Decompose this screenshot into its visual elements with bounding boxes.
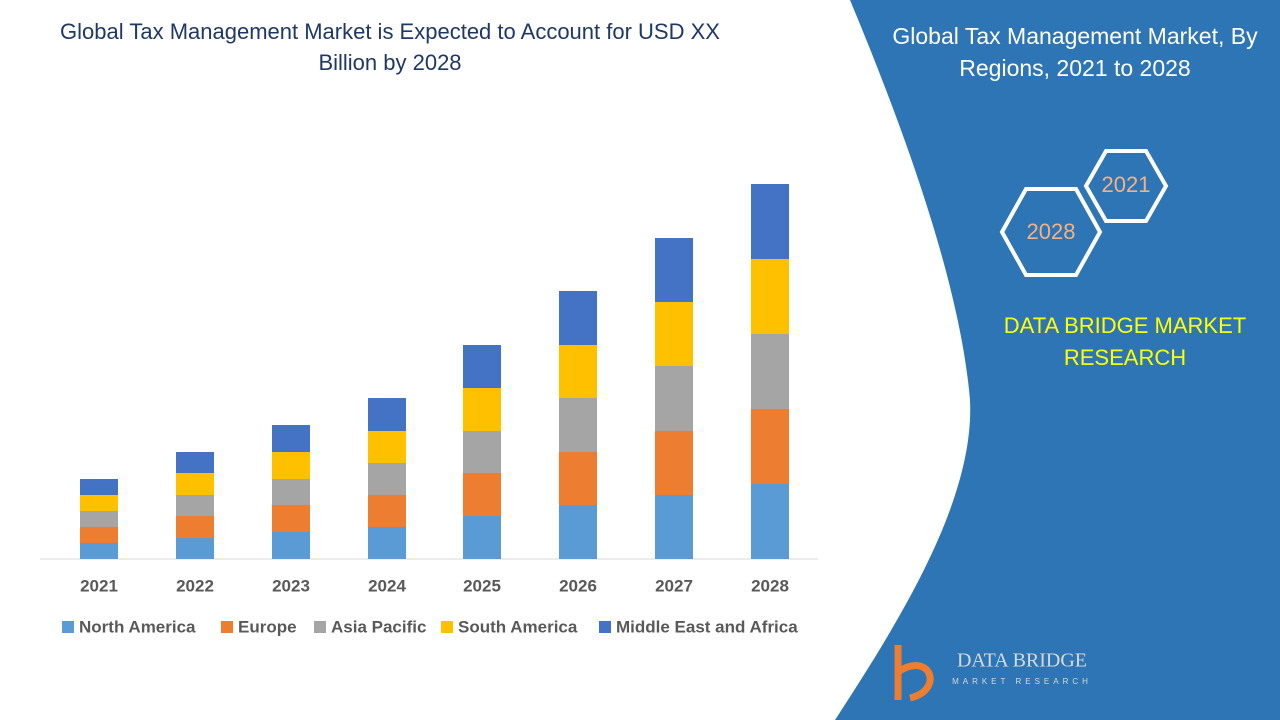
chart-title: Global Tax Management Market is Expected… bbox=[60, 19, 720, 75]
bar-segment bbox=[751, 334, 789, 409]
x-tick-label: 2028 bbox=[751, 576, 789, 595]
bar-segment bbox=[655, 238, 693, 302]
bar-segment bbox=[751, 409, 789, 484]
panel-title: Global Tax Management Market, By Regions… bbox=[892, 23, 1258, 81]
legend-swatch bbox=[221, 621, 233, 633]
bar-segment bbox=[463, 473, 501, 516]
bar-segment bbox=[463, 388, 501, 431]
bar-segment bbox=[368, 398, 406, 431]
bar-segment bbox=[272, 425, 310, 452]
legend-swatch bbox=[441, 621, 453, 633]
bar-segment bbox=[176, 495, 214, 516]
bar-segment bbox=[176, 538, 214, 559]
x-tick-label: 2025 bbox=[463, 576, 501, 595]
bar-segment bbox=[80, 479, 118, 495]
bar-segment bbox=[559, 291, 597, 345]
bar-segment bbox=[80, 495, 118, 511]
bar-segment bbox=[368, 495, 406, 527]
bar-segment bbox=[176, 516, 214, 538]
bar-segment bbox=[272, 452, 310, 479]
bar-segment bbox=[368, 431, 406, 463]
legend-swatch bbox=[599, 621, 611, 633]
bar-segment bbox=[559, 505, 597, 559]
legend-swatch bbox=[62, 621, 74, 633]
legend-label: Europe bbox=[238, 617, 297, 636]
side-panel bbox=[835, 0, 1280, 720]
bar-segment bbox=[463, 345, 501, 388]
bar-segment bbox=[559, 452, 597, 505]
bar-segment bbox=[655, 431, 693, 495]
bar-segment bbox=[80, 527, 118, 543]
bar-segment bbox=[176, 452, 214, 473]
x-tick-label: 2021 bbox=[80, 576, 118, 595]
legend-label: South America bbox=[458, 617, 578, 636]
brand: DATA BRIDGE MARKET RESEARCH bbox=[1003, 313, 1247, 370]
bar-segment bbox=[751, 184, 789, 259]
logo-name: DATA BRIDGE bbox=[957, 650, 1087, 672]
bar-segment bbox=[559, 345, 597, 398]
legend-label: Middle East and Africa bbox=[616, 617, 798, 636]
bar-segment bbox=[368, 463, 406, 495]
legend-swatch bbox=[314, 621, 326, 633]
bar-segment bbox=[272, 479, 310, 505]
x-tick-label: 2024 bbox=[368, 576, 406, 595]
bar-segment bbox=[272, 532, 310, 559]
hexagon bbox=[999, 187, 1103, 277]
x-tick-label: 2023 bbox=[272, 576, 310, 595]
bar-segment bbox=[655, 495, 693, 559]
bar-segment bbox=[655, 302, 693, 366]
logo-tagline: MARKET RESEARCH bbox=[952, 677, 1092, 686]
hex-label: 2028 bbox=[1027, 219, 1076, 244]
x-tick-label: 2022 bbox=[176, 576, 214, 595]
logo-icon bbox=[894, 645, 934, 702]
x-tick-label: 2026 bbox=[559, 576, 597, 595]
bar-segment bbox=[751, 484, 789, 559]
legend-label: North America bbox=[79, 617, 196, 636]
bar-segment bbox=[368, 527, 406, 559]
bar-segment bbox=[176, 473, 214, 495]
hexagon bbox=[1083, 149, 1169, 223]
bar-segment bbox=[751, 259, 789, 334]
bar-segment bbox=[272, 505, 310, 532]
bar-segment bbox=[463, 516, 501, 559]
bar-segment bbox=[463, 431, 501, 473]
bar-segment bbox=[559, 398, 597, 452]
x-tick-label: 2027 bbox=[655, 576, 693, 595]
bar-segment bbox=[80, 511, 118, 527]
legend-label: Asia Pacific bbox=[331, 617, 426, 636]
bar-segment bbox=[655, 366, 693, 431]
bar-segment bbox=[80, 543, 118, 559]
hex-label: 2021 bbox=[1102, 172, 1151, 197]
